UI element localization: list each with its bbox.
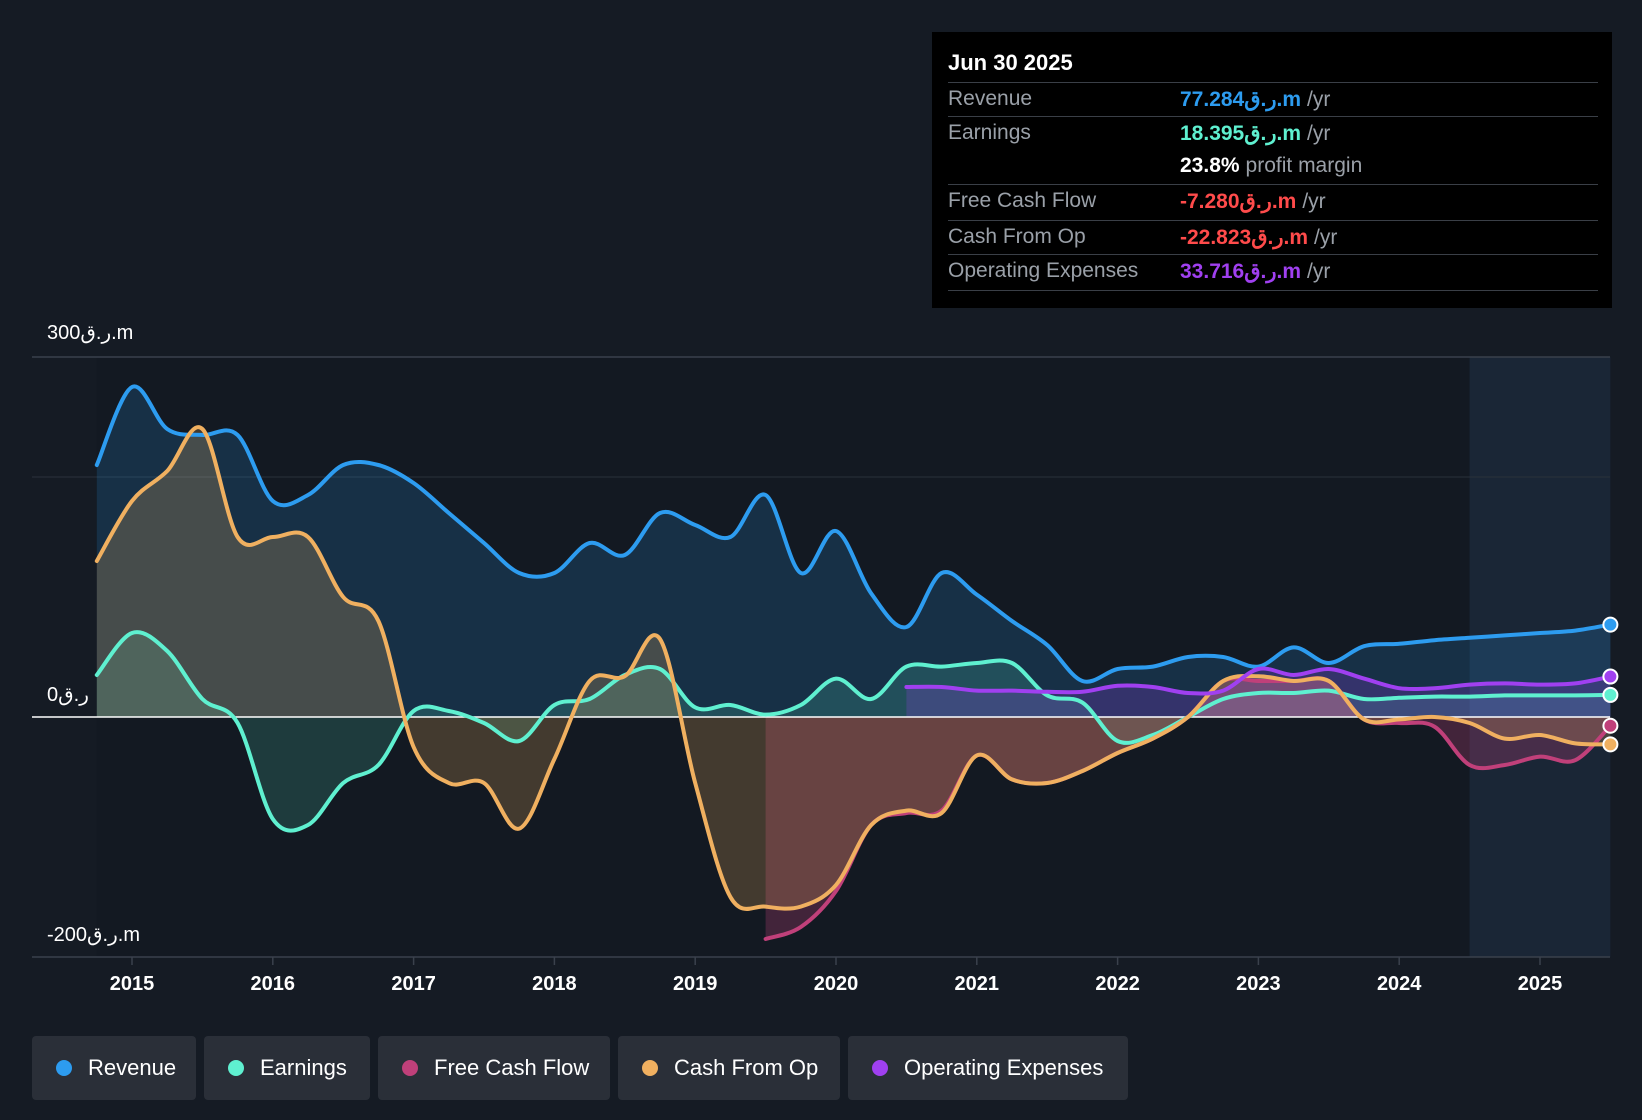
legend-dot-icon (228, 1060, 244, 1076)
y-axis-label-bottom: -200ر.ق.m (47, 924, 140, 946)
x-tick-label: 2024 (1377, 973, 1422, 995)
legend-label: Revenue (88, 1055, 177, 1080)
line-earnings (94, 630, 1613, 833)
end-marker-earnings (1602, 686, 1619, 703)
tooltip-value: 77.284ر.ق.m/yr (1180, 88, 1331, 111)
tooltip-label: Revenue (948, 87, 1033, 110)
x-tick-label: 2021 (955, 973, 1000, 995)
legend-item-revenue[interactable]: Revenue (32, 1036, 196, 1100)
tooltip-value: 33.716ر.ق.m/yr (1180, 260, 1331, 283)
legend-label: Cash From Op (674, 1055, 819, 1080)
legend-dot-icon (402, 1060, 418, 1076)
legend-item-free-cash-flow[interactable]: Free Cash Flow (378, 1036, 610, 1100)
legend-label: Earnings (260, 1055, 347, 1080)
end-marker-revenue (1602, 616, 1619, 633)
tooltip-label: Cash From Op (948, 225, 1086, 248)
area-free-cash-flow (765, 678, 1611, 939)
x-tick-label: 2022 (1095, 973, 1140, 995)
end-marker-free-cash-flow (1602, 717, 1619, 734)
tooltip-row-profit-margin: 23.8% profit margin (948, 150, 1598, 184)
x-tick-label: 2019 (673, 973, 718, 995)
end-marker-cash-from-op (1602, 736, 1619, 753)
x-tick-label: 2023 (1236, 973, 1281, 995)
area-cash-from-op (96, 427, 1611, 909)
line-revenue (94, 384, 1613, 684)
line-operating-expenses (904, 666, 1613, 696)
x-tick-label: 2018 (532, 973, 577, 995)
tooltip-value: -7.280ر.ق.m/yr (1180, 190, 1326, 213)
legend-item-earnings[interactable]: Earnings (204, 1036, 370, 1100)
legend-label: Free Cash Flow (434, 1055, 590, 1080)
legend-dot-icon (872, 1060, 888, 1076)
tooltip-row-operating-expenses: Operating Expenses 33.716ر.ق.m/yr (948, 254, 1598, 289)
x-tick-label: 2016 (251, 973, 296, 995)
legend-label: Operating Expenses (904, 1055, 1104, 1080)
tooltip-label: Free Cash Flow (948, 189, 1097, 212)
tooltip-date: Jun 30 2025 (948, 50, 1073, 75)
x-tick-label: 2025 (1518, 973, 1563, 995)
x-tick-label: 2020 (814, 973, 859, 995)
forecast-region (1469, 357, 1611, 957)
legend-item-cash-from-op[interactable]: Cash From Op (618, 1036, 840, 1100)
x-tick-label: 2017 (391, 973, 436, 995)
legend-dot-icon (56, 1060, 72, 1076)
y-axis-label-top: 300ر.ق.m (47, 322, 134, 344)
legend-dot-icon (642, 1060, 658, 1076)
legend-item-operating-expenses[interactable]: Operating Expenses (848, 1036, 1128, 1100)
area-revenue (96, 386, 1611, 717)
tooltip-value: -22.823ر.ق.m/yr (1180, 226, 1338, 249)
tooltip-value: 18.395ر.ق.m/yr (1180, 122, 1331, 145)
end-marker-operating-expenses (1602, 668, 1619, 685)
tooltip-row-revenue: Revenue 77.284ر.ق.m/yr (948, 82, 1598, 117)
line-cash-from-op (94, 425, 1613, 911)
tooltip-label: Earnings (948, 121, 1031, 144)
tooltip-label: Operating Expenses (948, 259, 1139, 282)
y-axis-label-zero: 0ر.ق (47, 684, 89, 706)
tooltip-divider (948, 290, 1598, 291)
tooltip-value: 23.8% profit margin (1180, 154, 1363, 177)
x-tick-label: 2015 (110, 973, 155, 995)
tooltip-row-free-cash-flow: Free Cash Flow -7.280ر.ق.m/yr (948, 184, 1598, 219)
tooltip-row-earnings: Earnings 18.395ر.ق.m/yr (948, 116, 1598, 151)
tooltip-row-cash-from-op: Cash From Op -22.823ر.ق.m/yr (948, 220, 1598, 255)
tooltip-panel: Jun 30 2025 Revenue 77.284ر.ق.m/yr Earni… (932, 32, 1612, 308)
